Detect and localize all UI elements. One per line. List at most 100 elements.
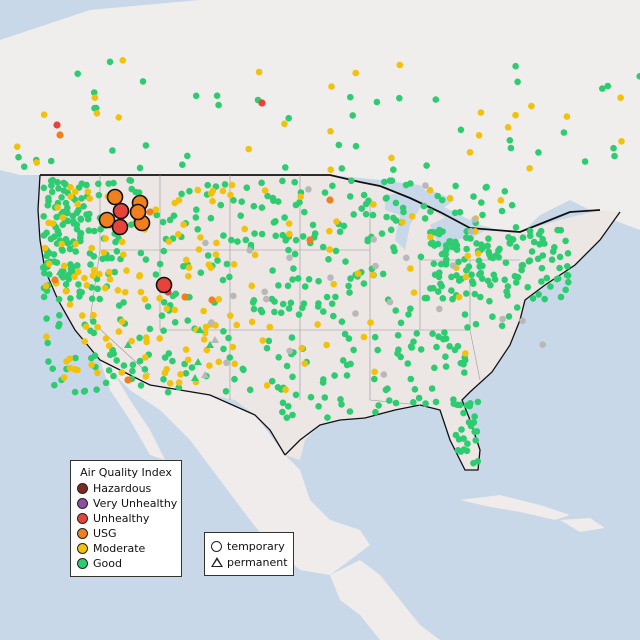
station-good bbox=[435, 230, 443, 238]
station-good bbox=[557, 226, 565, 234]
station-good bbox=[160, 247, 168, 255]
station-unknown bbox=[223, 359, 230, 367]
station-good bbox=[460, 446, 468, 453]
station-moderate bbox=[370, 201, 377, 208]
legend-item-permanent: permanent bbox=[211, 555, 288, 569]
station-good bbox=[332, 293, 339, 301]
station-moderate bbox=[228, 181, 236, 189]
station-good bbox=[247, 241, 255, 249]
station-good bbox=[226, 354, 234, 361]
station-unknown bbox=[352, 310, 359, 317]
station-good bbox=[466, 402, 474, 410]
station-moderate bbox=[88, 361, 95, 369]
station-good bbox=[346, 408, 354, 415]
station-good bbox=[340, 222, 348, 230]
station-good bbox=[490, 271, 498, 279]
station-moderate bbox=[59, 214, 67, 221]
station-good bbox=[62, 281, 70, 288]
station-moderate bbox=[105, 268, 113, 276]
station-good bbox=[350, 211, 358, 218]
station-good bbox=[291, 250, 299, 258]
station-good bbox=[564, 263, 571, 270]
station-moderate bbox=[163, 305, 171, 313]
unhealthy-dot-icon bbox=[77, 512, 88, 524]
station-good bbox=[309, 221, 317, 229]
station-canada bbox=[74, 70, 81, 77]
station-canada bbox=[106, 58, 114, 66]
station-good bbox=[526, 227, 534, 235]
station-good bbox=[391, 247, 398, 255]
station-good bbox=[110, 179, 117, 187]
permanent-station-good bbox=[196, 326, 204, 333]
station-unknown bbox=[519, 317, 526, 325]
station-good bbox=[105, 367, 113, 374]
station-good bbox=[536, 241, 543, 248]
station-good bbox=[346, 193, 354, 200]
station-moderate bbox=[72, 240, 79, 248]
station-good bbox=[207, 214, 215, 222]
station-good bbox=[95, 191, 103, 199]
station-good bbox=[411, 386, 419, 393]
station-moderate bbox=[215, 296, 223, 303]
station-good bbox=[392, 199, 400, 207]
station-moderate bbox=[67, 183, 74, 191]
station-good bbox=[115, 302, 123, 309]
station-moderate bbox=[67, 193, 74, 200]
station-good bbox=[258, 230, 266, 238]
station-good bbox=[55, 322, 62, 330]
station-moderate bbox=[248, 282, 255, 290]
station-good bbox=[169, 292, 177, 300]
station-canada bbox=[136, 164, 144, 172]
station-canada bbox=[528, 102, 535, 110]
station-canada bbox=[327, 166, 335, 173]
station-usg bbox=[326, 196, 334, 204]
station-good bbox=[75, 281, 82, 288]
station-good bbox=[307, 393, 315, 401]
station-canada bbox=[604, 82, 612, 90]
station-good bbox=[337, 396, 344, 403]
station-good bbox=[504, 283, 512, 290]
station-good bbox=[243, 184, 251, 191]
station-good bbox=[433, 343, 440, 351]
station-good bbox=[379, 270, 387, 278]
station-good bbox=[549, 248, 557, 255]
station-good bbox=[292, 391, 300, 399]
station-good bbox=[371, 375, 378, 383]
station-canada bbox=[457, 126, 465, 134]
station-good bbox=[160, 327, 167, 335]
station-moderate bbox=[407, 265, 414, 272]
station-good bbox=[204, 181, 211, 189]
station-moderate bbox=[60, 262, 68, 270]
station-good bbox=[428, 385, 436, 392]
station-good bbox=[111, 268, 118, 276]
station-moderate bbox=[227, 191, 234, 199]
station-good bbox=[184, 317, 191, 324]
station-good bbox=[182, 370, 190, 377]
station-good bbox=[58, 194, 65, 201]
station-good bbox=[83, 211, 90, 218]
station-good bbox=[473, 428, 481, 435]
station-canada bbox=[512, 62, 519, 70]
station-good bbox=[386, 177, 394, 184]
station-good bbox=[77, 216, 85, 223]
station-usg bbox=[146, 208, 154, 216]
station-good bbox=[285, 305, 293, 312]
station-moderate bbox=[426, 186, 434, 194]
station-temporary-large bbox=[129, 203, 147, 221]
station-moderate bbox=[152, 206, 160, 213]
station-good bbox=[386, 397, 393, 404]
station-good bbox=[315, 300, 322, 307]
station-moderate bbox=[230, 261, 238, 268]
station-good bbox=[188, 364, 196, 371]
station-temporary-large bbox=[98, 211, 116, 229]
station-good bbox=[473, 240, 480, 247]
station-canada bbox=[179, 161, 186, 168]
station-good bbox=[530, 238, 538, 246]
station-moderate bbox=[45, 219, 52, 227]
station-good bbox=[250, 202, 258, 210]
station-good bbox=[526, 257, 534, 264]
station-good bbox=[285, 246, 292, 254]
station-moderate bbox=[101, 284, 109, 292]
station-unknown bbox=[305, 186, 312, 193]
station-canada bbox=[475, 132, 483, 139]
